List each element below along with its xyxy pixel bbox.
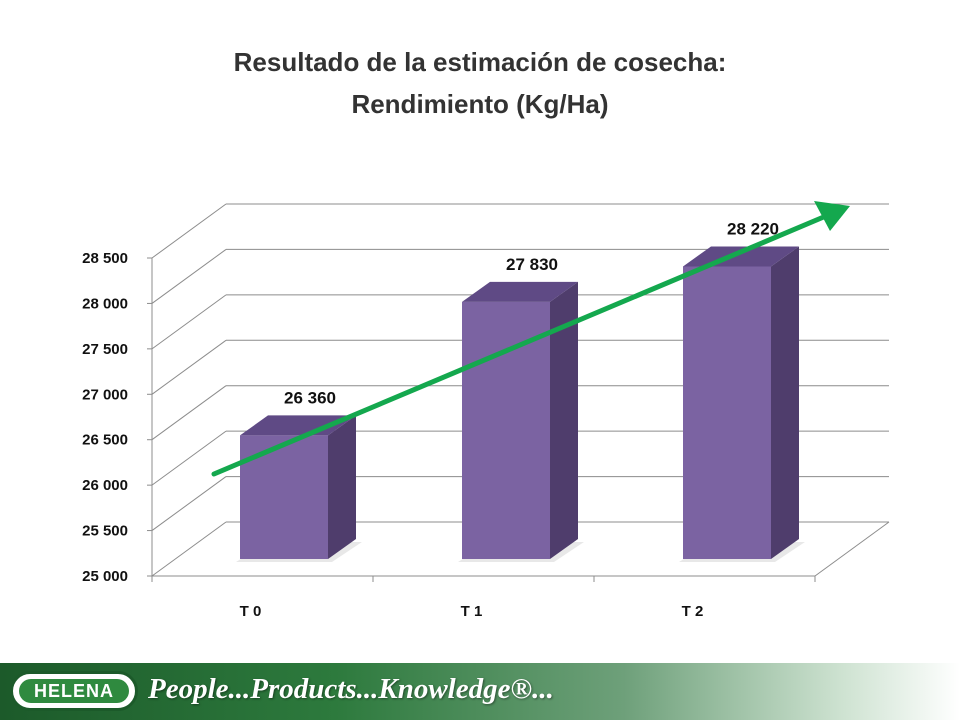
footer-banner: HELENA People...Products...Knowledge®... <box>0 663 960 720</box>
gridline-side <box>151 476 227 531</box>
gridline-side <box>151 249 227 304</box>
chart-title-line-2: Rendimiento (Kg/Ha) <box>351 89 609 119</box>
bar-side <box>771 246 799 559</box>
y-tick-label: 27 500 <box>82 341 128 358</box>
gridline-side <box>151 385 227 441</box>
data-label: 28 220 <box>727 219 779 238</box>
bar-side <box>550 281 578 559</box>
bar-chart: 25 000 25 500 26 000 26 500 27 000 27 500 28 0… <box>82 201 890 620</box>
bar-side <box>328 415 356 559</box>
gridline-side <box>151 430 227 486</box>
data-label: 27 830 <box>506 255 558 274</box>
gridline-side <box>151 294 227 350</box>
gridline-side <box>151 521 227 577</box>
floor-edge <box>814 521 890 577</box>
gridline-side <box>151 339 227 395</box>
footer-tagline: People...Products...Knowledge®... <box>148 673 554 705</box>
y-tick-label: 26 000 <box>82 477 128 494</box>
bar-t1 <box>462 301 550 559</box>
y-tick-label: 25 000 <box>82 568 128 585</box>
data-label: 26 360 <box>284 388 336 407</box>
helena-logo: HELENA <box>10 671 138 711</box>
trend-arrow-line <box>211 213 829 477</box>
bar-t0 <box>240 435 328 559</box>
helena-logo-text: HELENA <box>19 679 129 703</box>
y-tick-label: 26 500 <box>82 432 128 449</box>
y-tick-label: 27 000 <box>82 386 128 403</box>
gridline-side <box>151 203 227 259</box>
x-tick-label: T 0 <box>240 603 262 620</box>
y-tick-label: 28 000 <box>82 295 128 312</box>
x-tick-label: T 1 <box>461 603 483 620</box>
bar-top <box>240 415 356 436</box>
y-tick-label: 28 500 <box>82 250 128 267</box>
y-tick-label: 25 500 <box>82 523 128 540</box>
trend-arrow-head <box>814 201 850 231</box>
bar-top <box>462 281 578 302</box>
chart-title-line-1: Resultado de la estimación de cosecha: <box>233 47 727 77</box>
x-tick-label: T 2 <box>682 603 704 620</box>
bar-t2 <box>683 266 771 559</box>
